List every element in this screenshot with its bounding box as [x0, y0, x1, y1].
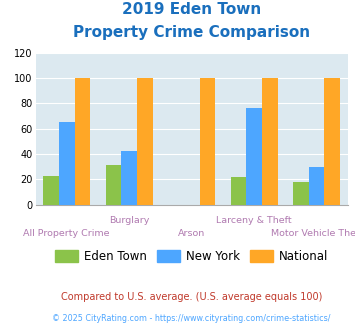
Legend: Eden Town, New York, National: Eden Town, New York, National	[50, 245, 333, 268]
Text: Arson: Arson	[178, 229, 205, 238]
Bar	[200, 78, 215, 205]
Bar	[121, 151, 137, 205]
Bar	[231, 177, 246, 205]
Bar	[106, 165, 121, 205]
Bar	[246, 109, 262, 205]
Text: All Property Crime: All Property Crime	[23, 229, 110, 238]
Text: Motor Vehicle Theft: Motor Vehicle Theft	[271, 229, 355, 238]
Text: Larceny & Theft: Larceny & Theft	[216, 216, 292, 225]
Text: Compared to U.S. average. (U.S. average equals 100): Compared to U.S. average. (U.S. average …	[61, 292, 322, 302]
Bar	[43, 176, 59, 205]
Text: © 2025 CityRating.com - https://www.cityrating.com/crime-statistics/: © 2025 CityRating.com - https://www.city…	[53, 314, 331, 323]
Bar	[59, 122, 75, 205]
Text: Property Crime Comparison: Property Crime Comparison	[73, 25, 310, 40]
Bar	[262, 78, 278, 205]
Bar	[324, 78, 340, 205]
Bar	[137, 78, 153, 205]
Bar	[75, 78, 90, 205]
Bar	[309, 167, 324, 205]
Bar	[293, 182, 309, 205]
Text: Burglary: Burglary	[109, 216, 149, 225]
Text: 2019 Eden Town: 2019 Eden Town	[122, 2, 261, 16]
